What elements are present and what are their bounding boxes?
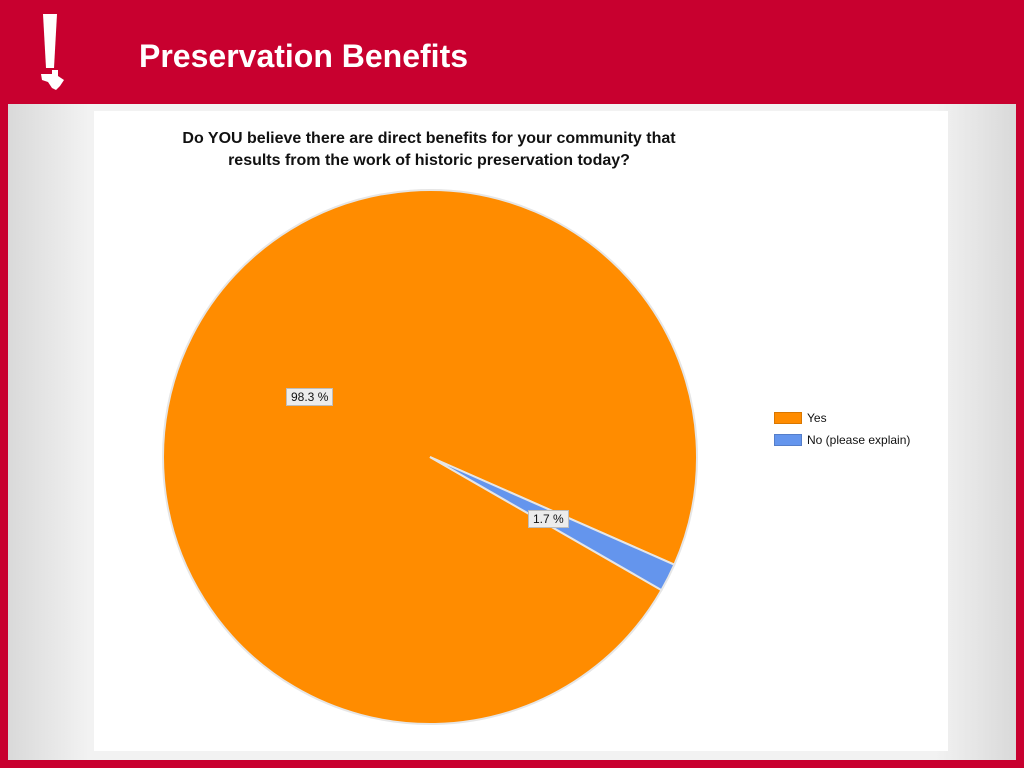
legend: Yes No (please explain): [774, 407, 910, 451]
legend-swatch-no: [774, 434, 802, 446]
legend-item-no: No (please explain): [774, 429, 910, 451]
chart-panel: Do YOU believe there are direct benefits…: [94, 111, 948, 751]
legend-item-yes: Yes: [774, 407, 910, 429]
legend-swatch-yes: [774, 412, 802, 424]
chart-title: Do YOU believe there are direct benefits…: [94, 128, 764, 172]
slide-header: Preservation Benefits: [0, 0, 1024, 104]
legend-label-yes: Yes: [807, 411, 827, 425]
data-label-no: 1.7 %: [528, 510, 569, 528]
data-label-yes: 98.3 %: [286, 388, 334, 406]
legend-label-no: No (please explain): [807, 433, 911, 447]
chart-title-line-2: results from the work of historic preser…: [228, 152, 630, 169]
chart-title-line-1: Do YOU believe there are direct benefits…: [182, 130, 676, 147]
page-title: Preservation Benefits: [139, 38, 469, 74]
exclamation-texas-icon: [41, 14, 64, 90]
